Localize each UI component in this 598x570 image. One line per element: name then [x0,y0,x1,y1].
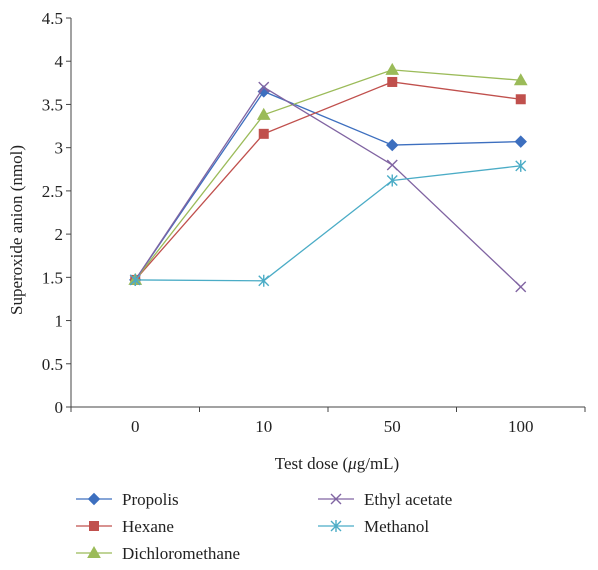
legend-label: Methanol [364,517,429,536]
data-point-dichloromethane [256,107,271,120]
legend-item-propolis: Propolis [76,490,179,509]
x-axis-title-mu: μ [347,454,357,473]
series-line-propolis [134,90,521,281]
legend-marker [330,493,342,505]
series-ethyl-acetate [129,81,527,293]
series-dichloromethane [128,62,528,285]
data-point-methanol [129,273,141,286]
chart-axes [70,18,585,408]
legend-marker [87,545,101,558]
x-axis-title-suffix: g/mL) [357,454,400,473]
chart-series [128,62,528,293]
y-tick-label: 2 [55,225,64,244]
y-tick-label: 4.5 [42,9,63,28]
y-axis-title: Superoxide anion (nmol) [7,145,26,315]
y-tick-label: 2.5 [42,182,63,201]
legend-item-methanol: Methanol [318,517,429,536]
legend-marker [89,521,99,531]
data-point-propolis [514,135,527,148]
data-point-propolis [386,138,399,152]
series-line-dichloromethane [134,69,521,281]
data-point-hexane [387,76,398,87]
x-tick-label: 100 [508,417,534,436]
y-tick-label: 4 [55,52,64,71]
data-point-methanol [515,159,527,172]
data-point-dichloromethane [513,73,528,86]
series-propolis [129,85,527,287]
x-tick-label: 0 [131,417,140,436]
y-tick-label: 1 [55,312,64,331]
data-point-methanol [258,274,270,287]
data-point-hexane [258,128,269,139]
legend-marker [330,520,342,532]
data-point-hexane [515,94,526,105]
data-point-dichloromethane [385,62,400,75]
series-line-methanol [135,165,521,282]
series-hexane [130,76,526,285]
legend-item-dichloromethane: Dichloromethane [76,544,240,563]
legend-marker [87,492,101,506]
data-point-ethyl-acetate [386,159,398,171]
data-point-methanol [386,174,398,187]
x-axis-title: Test dose (μg/mL) [275,454,399,473]
series-line-ethyl-acetate [134,86,522,288]
legend-label: Dichloromethane [122,544,240,563]
y-tick-label: 0.5 [42,355,63,374]
y-tick-label: 1.5 [42,268,63,287]
series-methanol [129,159,527,287]
x-axis-title-prefix: Test dose ( [275,454,349,473]
y-tick-label: 3 [55,139,64,158]
legend-label: Propolis [122,490,179,509]
x-tick-label: 10 [255,417,272,436]
legend-label: Hexane [122,517,174,536]
series-line-hexane [134,81,521,281]
data-point-ethyl-acetate [258,81,270,93]
chart-ticks: 0 0.5 1 1.5 2 2.5 3 3.5 4 4.5 0 10 50 100 [42,9,586,436]
chart-legend: Propolis Hexane Dichloromethane Ethyl aceta… [76,490,452,563]
data-point-ethyl-acetate [515,281,527,293]
y-tick-label: 3.5 [42,95,63,114]
legend-item-hexane: Hexane [76,517,174,536]
x-tick-label: 50 [384,417,401,436]
y-tick-label: 0 [55,398,64,417]
legend-label: Ethyl acetate [364,490,452,509]
legend-item-ethyl-acetate: Ethyl acetate [318,490,452,509]
